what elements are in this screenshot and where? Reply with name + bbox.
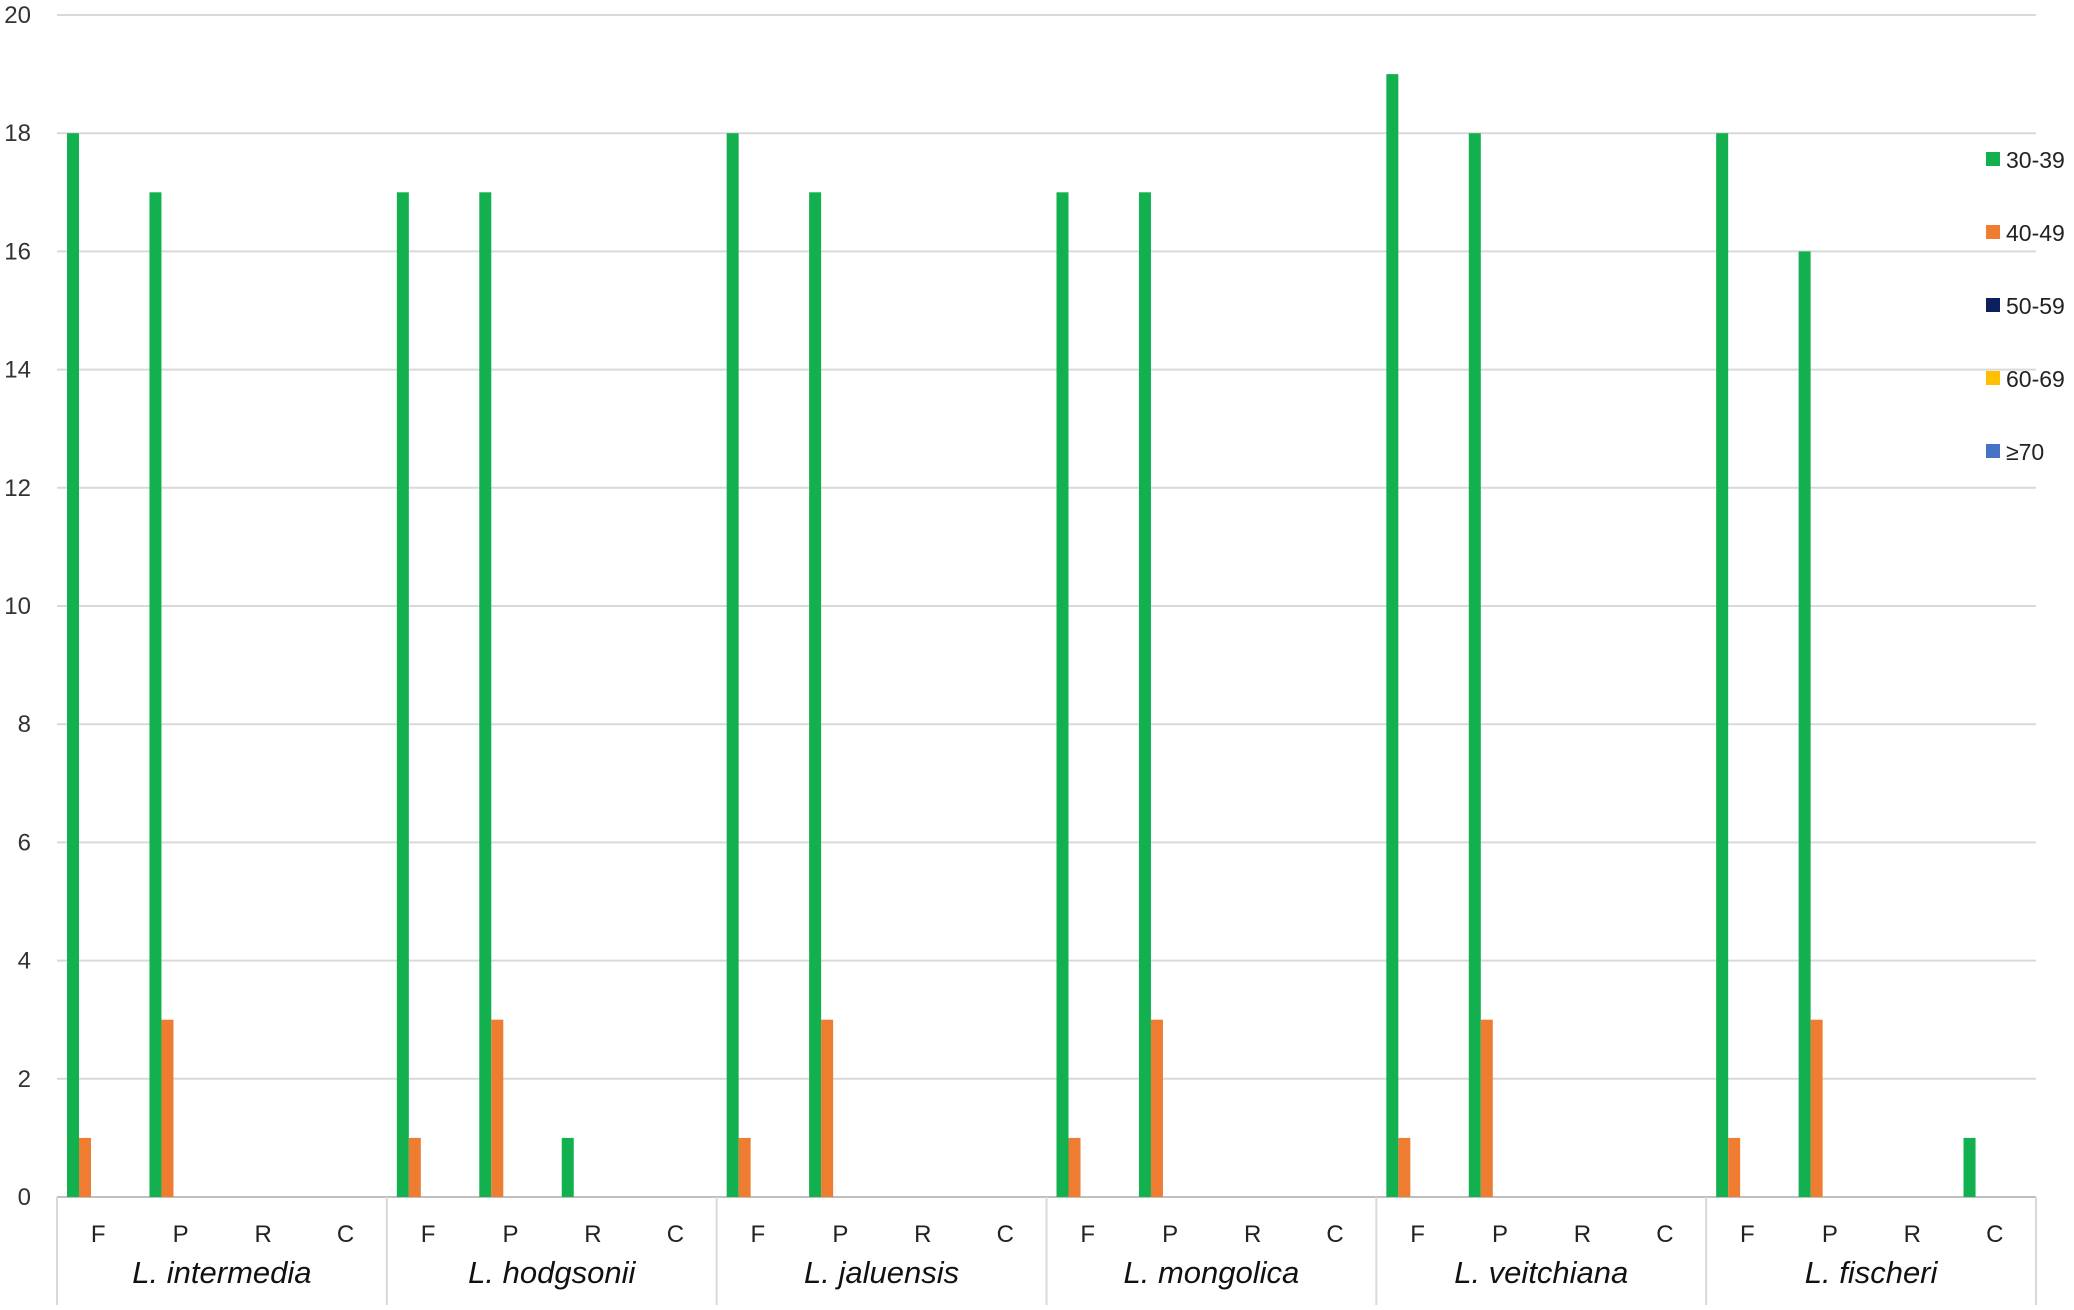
legend-label: 30-39	[2006, 147, 2065, 173]
bar	[1068, 1137, 1081, 1197]
bar	[1386, 74, 1399, 1198]
group-label: L. hodgsonii	[468, 1255, 636, 1290]
bar	[1480, 1019, 1493, 1197]
x-tick-label: F	[421, 1221, 436, 1248]
legend: 30-39 40-49 50-59 60-69 ≥70	[1986, 147, 2065, 465]
x-tick-label: F	[1740, 1221, 1755, 1248]
bar	[561, 1137, 574, 1197]
x-tick-label: R	[1244, 1221, 1261, 1248]
bar	[1138, 192, 1151, 1198]
x-tick-label: R	[1574, 1221, 1591, 1248]
x-tick-label: C	[1326, 1221, 1343, 1248]
bar	[1810, 1019, 1823, 1197]
group-label: L. fischeri	[1805, 1255, 1939, 1290]
bar	[726, 133, 739, 1198]
group-label: L. intermedia	[132, 1255, 311, 1290]
legend-label: ≥70	[2006, 439, 2044, 465]
bars	[67, 74, 1976, 1198]
bar	[1963, 1137, 1976, 1197]
y-tick-label: 8	[18, 711, 31, 738]
x-tick-label: C	[667, 1221, 684, 1248]
y-tick-label: 2	[18, 1066, 31, 1093]
bar	[67, 133, 79, 1198]
x-tick-label: F	[1410, 1221, 1425, 1248]
x-tick-label: F	[1080, 1221, 1095, 1248]
x-tick-label: R	[914, 1221, 931, 1248]
bar	[738, 1137, 751, 1197]
bar	[1468, 133, 1481, 1198]
y-tick-label: 20	[4, 2, 31, 29]
group-label: L. jaluensis	[804, 1255, 959, 1290]
y-tick-label: 6	[18, 829, 31, 856]
x-tick-label: C	[1656, 1221, 1673, 1248]
bar	[79, 1137, 91, 1197]
x-tick-label: P	[173, 1221, 189, 1248]
bar	[1056, 192, 1069, 1198]
bar	[149, 192, 162, 1198]
x-tick-label: P	[1492, 1221, 1508, 1248]
bar	[1728, 1137, 1741, 1197]
y-tick-label: 16	[4, 238, 31, 265]
y-tick-label: 14	[4, 357, 31, 384]
group-label: L. veitchiana	[1454, 1255, 1628, 1290]
x-tick-label: P	[503, 1221, 519, 1248]
bar	[491, 1019, 504, 1197]
legend-label: 60-69	[2006, 366, 2065, 392]
x-axis: F P R C L. intermedia F P R C L. hodgsonii F P R C L. …	[56, 1197, 2037, 1305]
bar	[1150, 1019, 1163, 1197]
y-tick-label: 4	[18, 948, 31, 975]
y-tick-label: 12	[4, 475, 31, 502]
bar	[479, 192, 492, 1198]
bar	[161, 1019, 174, 1197]
x-tick-label: C	[337, 1221, 354, 1248]
x-tick-label: C	[997, 1221, 1014, 1248]
y-tick-label: 18	[4, 120, 31, 147]
legend-label: 40-49	[2006, 220, 2065, 246]
legend-swatch	[1986, 298, 2000, 312]
bar	[1398, 1137, 1411, 1197]
x-tick-label: P	[1162, 1221, 1178, 1248]
bar	[1716, 133, 1729, 1198]
x-tick-label: F	[91, 1221, 106, 1248]
group-label: L. mongolica	[1124, 1255, 1300, 1290]
bar	[396, 192, 409, 1198]
bar	[821, 1019, 834, 1197]
legend-swatch	[1986, 152, 2000, 166]
y-axis-ticks: 0 2 4 6 8 10 12 14 16 18 20	[4, 2, 31, 1211]
legend-swatch	[1986, 444, 2000, 458]
y-tick-label: 0	[18, 1184, 31, 1211]
legend-swatch	[1986, 225, 2000, 239]
x-tick-label: R	[584, 1221, 601, 1248]
y-tick-label: 10	[4, 593, 31, 620]
gridlines	[57, 14, 2036, 1198]
legend-label: 50-59	[2006, 293, 2065, 319]
x-tick-label: R	[1904, 1221, 1921, 1248]
bar	[809, 192, 822, 1198]
x-tick-label: R	[254, 1221, 271, 1248]
bar	[408, 1137, 421, 1197]
x-tick-label: P	[832, 1221, 848, 1248]
x-tick-label: C	[1986, 1221, 2003, 1248]
bar	[1798, 251, 1811, 1197]
legend-swatch	[1986, 371, 2000, 385]
x-tick-label: F	[751, 1221, 766, 1248]
x-tick-label: P	[1822, 1221, 1838, 1248]
